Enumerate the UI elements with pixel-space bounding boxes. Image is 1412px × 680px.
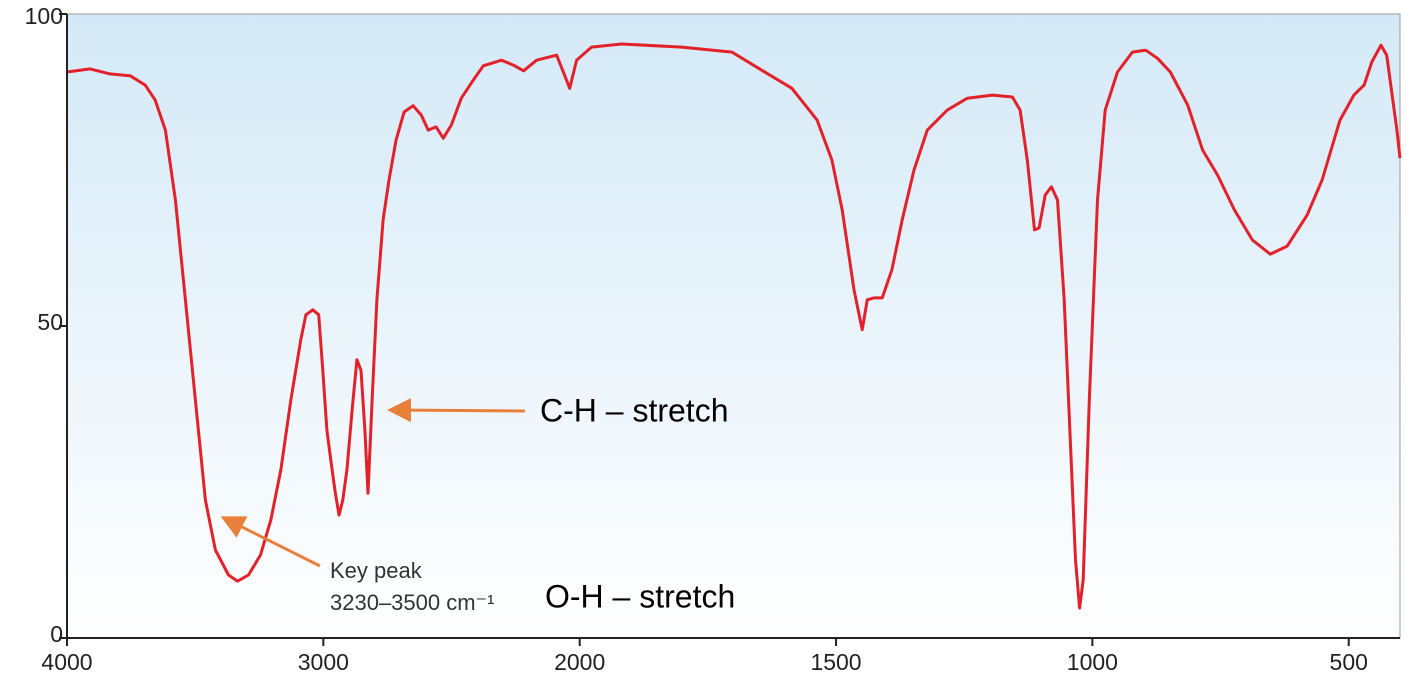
y-tick-label: 50 bbox=[37, 309, 63, 335]
annotation: Key peak bbox=[330, 558, 423, 583]
spectrum-line bbox=[66, 42, 1402, 610]
y-tick-label: 0 bbox=[50, 621, 63, 647]
x-tick-label: 3000 bbox=[298, 649, 349, 675]
annotation: 3230–3500 cm⁻¹ bbox=[330, 590, 495, 615]
x-tick-label: 2000 bbox=[554, 649, 605, 675]
arrow bbox=[387, 398, 526, 423]
x-tick-label: 500 bbox=[1330, 649, 1368, 675]
x-tick-label: 4000 bbox=[41, 649, 92, 675]
arrow bbox=[220, 516, 321, 568]
annotation: O-H – stretch bbox=[545, 578, 735, 614]
plot-area bbox=[66, 13, 1401, 639]
x-tick-label: 1500 bbox=[810, 649, 861, 675]
y-tick-label: 100 bbox=[25, 3, 63, 29]
x-tick-label: 1000 bbox=[1067, 649, 1118, 675]
annotation: C-H – stretch bbox=[540, 392, 728, 428]
